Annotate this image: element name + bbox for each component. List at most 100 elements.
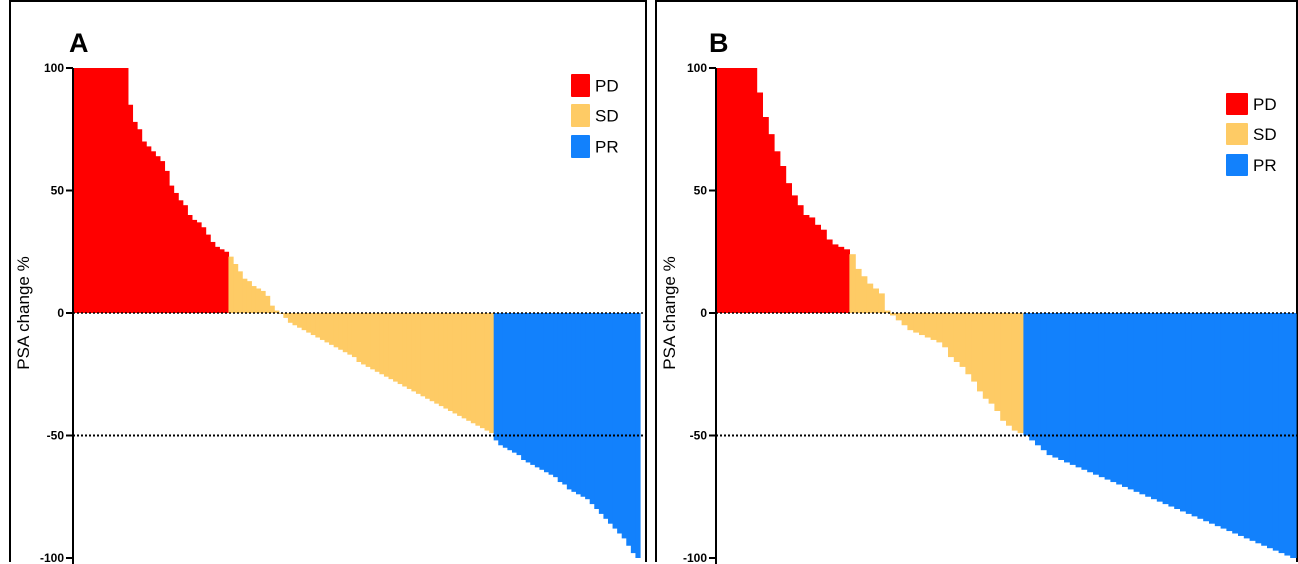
bar-pd-8 [105,68,111,313]
bar-pr-11 [539,313,545,470]
bar-sd-20 [959,313,966,367]
bar-pr-31 [630,313,637,554]
bar-pd-17 [808,217,816,313]
bar-sd-44 [425,313,431,399]
bar-pr-25 [1162,313,1169,505]
bar-pd-18 [814,224,821,313]
y-tick-label: -50 [690,429,708,443]
bar-pd-19 [155,156,161,313]
bar-pd-12 [123,68,129,313]
bar-pd-23 [173,192,179,313]
bar-pr-13 [1093,313,1100,475]
bar-sd-13 [283,313,289,318]
bar-pr-15 [557,313,563,483]
bar-sd-15 [292,313,298,326]
bar-pd-8 [756,92,763,313]
bar-pd-22 [169,185,175,313]
bar-sd-27 [347,313,353,355]
bar-sd-51 [457,313,463,416]
bar-pd-30 [205,234,211,313]
bar-sd-2 [233,264,239,313]
bar-pr-19 [1127,313,1135,490]
bar-pr-28 [1180,313,1187,512]
bar-pd-6 [95,68,102,313]
bar-sd-18 [306,313,312,333]
bar-sd-30 [1017,313,1024,434]
bar-sd-19 [953,313,961,362]
bar-sd-6 [878,293,885,313]
bar-sd-39 [402,313,408,387]
bar-pd-31 [210,241,216,313]
bar-sd-6 [251,286,257,313]
bar-pd-4 [733,68,740,313]
bar-pr-31 [1197,313,1204,519]
bar-pd-13 [127,104,134,313]
bar-sd-5 [246,281,252,313]
bar-sd-13 [919,313,926,336]
bar-sd-9 [265,295,271,313]
bar-pd-5 [91,68,97,313]
bar-sd-22 [324,313,330,343]
bar-pr-9 [1069,313,1077,465]
bar-pr-40 [1249,313,1256,541]
bar-pr-11 [1081,313,1088,470]
bar-pr-1 [1023,313,1030,436]
legend-label-pr: PR [595,138,619,157]
bar-sd-47 [438,313,444,407]
bar-sd-10 [269,305,275,313]
bar-sd-10 [901,313,908,326]
bar-pd-18 [150,151,156,313]
bar-pd-22 [837,246,845,313]
legend-swatch-sd [571,104,590,127]
bar-pd-1 [73,68,79,313]
bar-sd-16 [297,313,303,328]
bar-pr-29 [1185,313,1193,514]
bar-pr-4 [1040,313,1048,451]
bar-pr-32 [1203,313,1210,522]
bar-sd-30 [361,313,367,365]
bar-pd-24 [178,200,184,313]
bar-sd-23 [977,313,984,392]
bar-pr-23 [594,313,600,509]
bar-pd-13 [785,183,792,313]
bar-pr-1 [493,313,499,441]
bar-pd-26 [187,215,193,313]
bar-pr-35 [1220,313,1227,529]
legend-label-pd: PD [1253,95,1277,114]
bar-pd-27 [191,219,198,313]
bar-pr-17 [566,313,573,490]
legend-label-sd: SD [595,107,619,126]
bar-sd-20 [315,313,321,338]
bar-pd-16 [803,215,810,313]
legend-swatch-sd [1226,123,1248,145]
bar-pr-22 [589,313,595,505]
bar-pr-33 [1209,313,1216,524]
bar-sd-28 [1006,313,1013,426]
y-tick-label: -100 [40,551,64,564]
bar-pr-30 [626,313,632,546]
bar-sd-11 [274,310,280,313]
bar-sd-25 [988,313,995,404]
bar-pr-28 [617,313,623,534]
bar-sd-49 [447,313,454,411]
bar-pr-27 [612,313,618,529]
bar-pd-29 [201,227,207,313]
bar-pd-9 [109,68,115,313]
bar-pd-23 [843,249,850,313]
legend-label-pd: PD [595,77,619,96]
bar-sd-32 [370,313,376,370]
bar-pr-6 [516,313,522,456]
bar-sd-19 [310,313,316,336]
bar-pr-29 [621,313,627,539]
bar-sd-8 [260,290,266,313]
bar-pr-8 [525,313,531,463]
bar-sd-1 [849,254,856,313]
bar-sd-42 [415,313,422,394]
bar-pr-24 [1156,313,1164,502]
bar-pr-41 [1255,313,1262,544]
y-tick-label: 0 [700,306,707,320]
bar-pr-5 [1046,313,1053,456]
bar-sd-21 [965,313,972,375]
bar-pr-7 [521,313,527,460]
bar-pr-14 [553,313,559,478]
